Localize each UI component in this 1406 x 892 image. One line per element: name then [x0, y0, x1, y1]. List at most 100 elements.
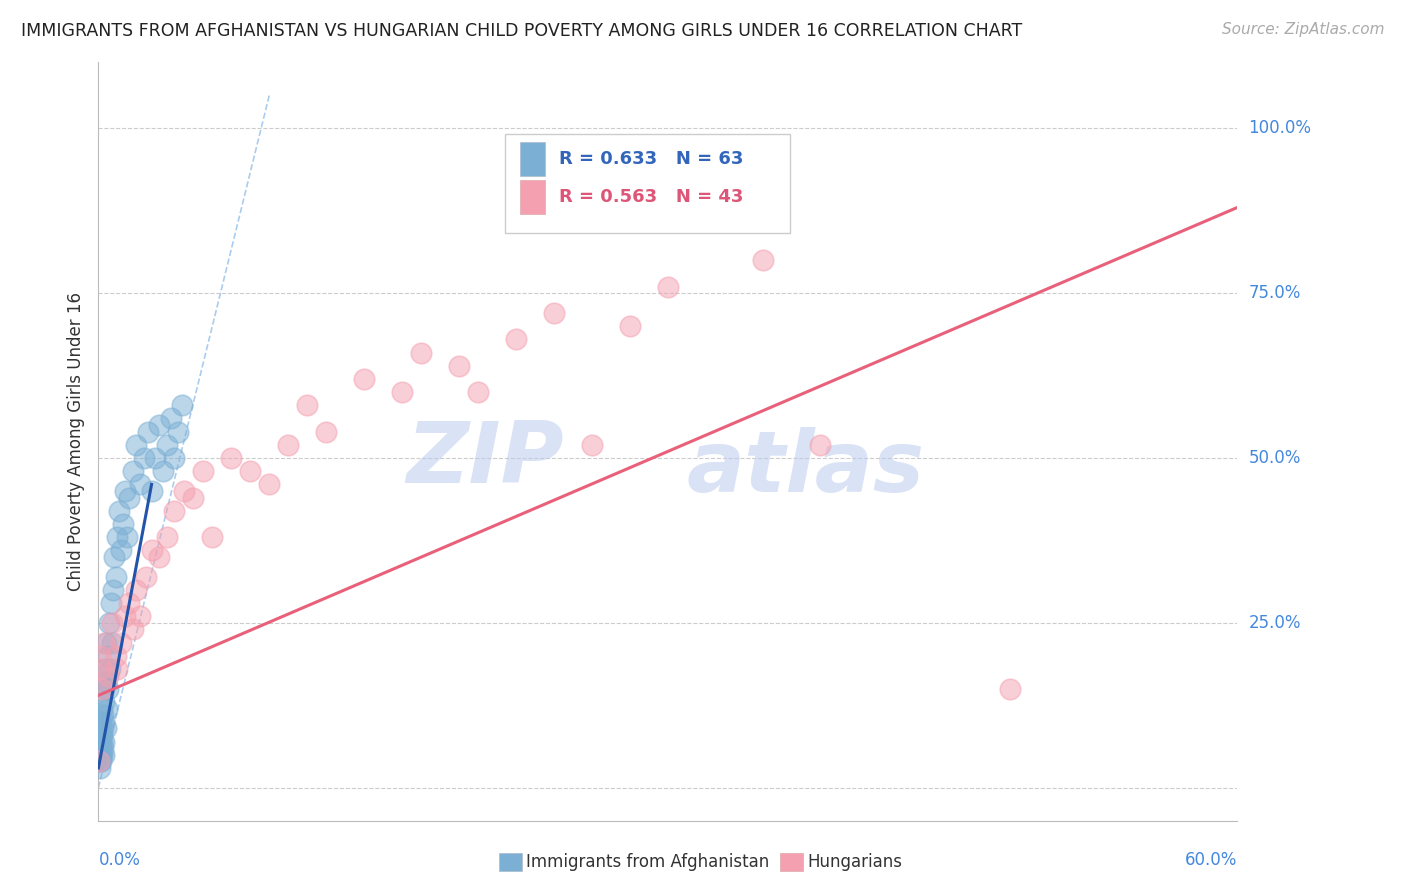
Point	[97, 648, 120, 663]
Point	[129, 609, 152, 624]
Point	[353, 372, 375, 386]
FancyBboxPatch shape	[520, 142, 546, 177]
Text: 75.0%: 75.0%	[1249, 285, 1301, 302]
Text: 0.0%: 0.0%	[98, 851, 141, 869]
Point	[619, 319, 641, 334]
Text: IMMIGRANTS FROM AFGHANISTAN VS HUNGARIAN CHILD POVERTY AMONG GIRLS UNDER 16 CORR: IMMIGRANTS FROM AFGHANISTAN VS HUNGARIAN…	[21, 22, 1022, 40]
Text: Immigrants from Afghanistan: Immigrants from Afghanistan	[526, 853, 769, 871]
Point	[96, 701, 118, 715]
Point	[94, 722, 117, 736]
Point	[121, 623, 143, 637]
Point	[170, 398, 193, 412]
Point	[97, 681, 120, 696]
Point	[100, 596, 122, 610]
Text: ZIP: ZIP	[406, 417, 564, 500]
Point	[90, 747, 112, 762]
Point	[101, 582, 124, 597]
Point	[391, 385, 413, 400]
Point	[191, 464, 214, 478]
Point	[141, 543, 163, 558]
Point	[112, 516, 135, 531]
Point	[135, 570, 157, 584]
FancyBboxPatch shape	[505, 135, 790, 233]
Point	[89, 728, 111, 742]
Point	[221, 450, 243, 465]
Point	[277, 438, 299, 452]
Point	[543, 306, 565, 320]
Point	[239, 464, 262, 478]
Point	[110, 635, 132, 649]
Point	[998, 681, 1021, 696]
Point	[118, 491, 141, 505]
Point	[89, 734, 111, 748]
Point	[167, 425, 190, 439]
Point	[259, 477, 281, 491]
Point	[152, 464, 174, 478]
Point	[129, 477, 152, 491]
Point	[90, 734, 112, 748]
Point	[156, 530, 179, 544]
Point	[163, 504, 186, 518]
Text: 50.0%: 50.0%	[1249, 449, 1301, 467]
Point	[91, 681, 114, 696]
Text: R = 0.563   N = 43: R = 0.563 N = 43	[558, 187, 742, 206]
Point	[297, 398, 319, 412]
Point	[87, 747, 110, 762]
Point	[103, 549, 125, 564]
Point	[91, 701, 114, 715]
Point	[89, 648, 111, 663]
Point	[93, 681, 115, 696]
Point	[121, 464, 143, 478]
Point	[104, 648, 127, 663]
Point	[114, 483, 136, 498]
Point	[110, 543, 132, 558]
Point	[108, 504, 131, 518]
Point	[752, 253, 775, 268]
Point	[449, 359, 471, 373]
Point	[89, 741, 111, 756]
Point	[114, 609, 136, 624]
Text: 60.0%: 60.0%	[1185, 851, 1237, 869]
Point	[91, 708, 114, 723]
Point	[89, 714, 111, 729]
Text: Hungarians: Hungarians	[807, 853, 903, 871]
Text: 100.0%: 100.0%	[1249, 120, 1312, 137]
Point	[808, 438, 831, 452]
Text: Source: ZipAtlas.com: Source: ZipAtlas.com	[1222, 22, 1385, 37]
Point	[90, 754, 112, 768]
Point	[89, 754, 111, 768]
Point	[96, 675, 118, 690]
Point	[89, 754, 111, 768]
Text: 25.0%: 25.0%	[1249, 614, 1301, 632]
Point	[107, 530, 129, 544]
Point	[156, 438, 179, 452]
Point	[159, 411, 181, 425]
Point	[141, 483, 163, 498]
Point	[93, 734, 115, 748]
Point	[125, 582, 148, 597]
Point	[90, 728, 112, 742]
FancyBboxPatch shape	[520, 179, 546, 214]
Point	[467, 385, 489, 400]
Point	[89, 734, 111, 748]
Point	[94, 635, 117, 649]
Text: R = 0.633   N = 63: R = 0.633 N = 63	[558, 150, 742, 168]
Point	[315, 425, 337, 439]
Point	[93, 747, 115, 762]
Point	[93, 714, 115, 729]
Point	[93, 635, 115, 649]
Point	[89, 662, 111, 676]
Point	[100, 635, 122, 649]
Point	[132, 450, 155, 465]
Point	[90, 722, 112, 736]
Point	[136, 425, 159, 439]
Point	[100, 615, 122, 630]
Point	[148, 418, 170, 433]
Point	[91, 741, 114, 756]
Y-axis label: Child Poverty Among Girls Under 16: Child Poverty Among Girls Under 16	[66, 292, 84, 591]
Point	[90, 741, 112, 756]
Point	[118, 596, 141, 610]
Point	[87, 741, 110, 756]
Point	[173, 483, 195, 498]
Point	[148, 549, 170, 564]
